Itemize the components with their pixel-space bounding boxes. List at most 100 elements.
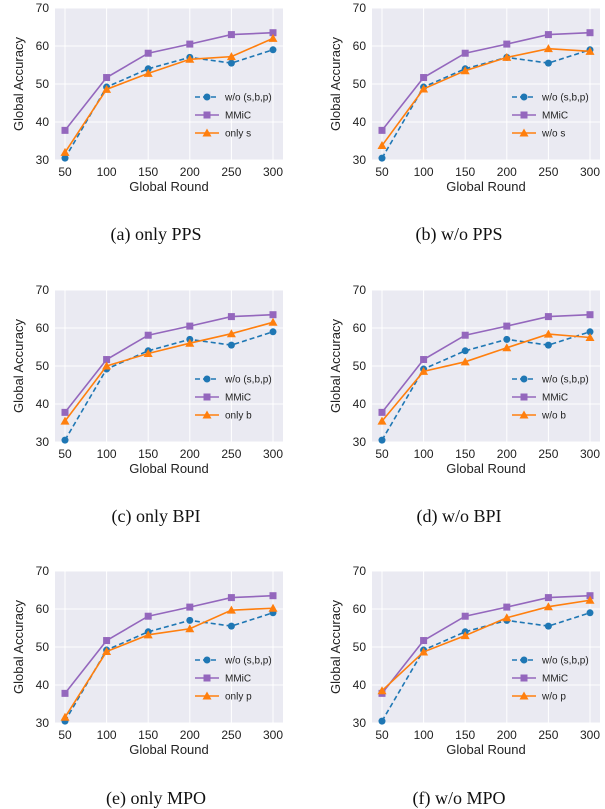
data-point: [143, 68, 153, 77]
data-point: [461, 347, 469, 355]
legend-label: w/o b: [541, 411, 566, 422]
data-point: [377, 141, 387, 150]
y-tick-label: 70: [36, 283, 50, 297]
data-point: [503, 603, 511, 611]
data-point: [520, 656, 528, 664]
legend-label: MMiC: [225, 674, 251, 685]
data-point: [268, 33, 278, 42]
y-tick-label: 50: [353, 359, 367, 373]
data-point: [143, 630, 153, 639]
x-tick-label: 200: [180, 165, 200, 179]
data-point: [227, 59, 235, 67]
data-point: [202, 691, 212, 700]
legend-label: w/o (s,b,p): [224, 375, 272, 386]
series-line: [64, 607, 274, 718]
data-point: [227, 313, 235, 321]
data-point: [203, 375, 211, 383]
x-tick-label: 50: [375, 447, 389, 461]
data-point: [202, 410, 212, 419]
x-tick-label: 200: [180, 728, 200, 742]
x-tick-label: 300: [580, 447, 600, 461]
data-point: [60, 416, 70, 425]
data-point: [420, 74, 428, 82]
data-point: [60, 712, 70, 721]
legend: w/o (s,b,p) MMiC w/o s: [512, 93, 589, 140]
series-line: [381, 333, 591, 422]
data-point: [60, 147, 70, 156]
subplot-f: 30 40 50 60 70 50 100 150 200 250 300 Global Round G…: [328, 564, 600, 757]
data-point: [543, 329, 553, 338]
data-point: [586, 592, 594, 600]
data-point: [460, 66, 470, 75]
y-tick-label: 60: [353, 602, 367, 616]
data-point: [186, 40, 194, 48]
series-line: [64, 331, 274, 441]
x-axis-label: Global Round: [129, 179, 209, 194]
x-tick-label: 50: [375, 728, 389, 742]
data-point: [102, 84, 112, 93]
data-point: [185, 338, 195, 347]
data-point: [586, 311, 594, 319]
y-tick-label: 30: [353, 435, 367, 449]
data-point: [520, 375, 528, 383]
data-point: [544, 622, 552, 630]
data-point: [269, 29, 277, 37]
data-point: [461, 331, 469, 339]
legend-label: w/o (s,b,p): [541, 375, 589, 386]
data-point: [203, 111, 211, 119]
y-tick-label: 30: [353, 716, 367, 730]
legend-label: only p: [225, 692, 252, 703]
series-line: [64, 313, 274, 413]
legend-label: w/o (s,b,p): [224, 656, 272, 667]
y-tick-label: 60: [353, 321, 367, 335]
series-line: [381, 594, 591, 694]
data-point: [519, 691, 529, 700]
series-3: [60, 603, 278, 721]
y-tick-label: 70: [36, 564, 50, 578]
data-point: [144, 49, 152, 57]
data-point: [227, 594, 235, 602]
x-tick-label: 100: [414, 447, 434, 461]
data-point: [227, 622, 235, 630]
y-tick-label: 50: [36, 640, 50, 654]
data-point: [186, 603, 194, 611]
data-point: [544, 59, 552, 67]
x-tick-label: 150: [138, 728, 158, 742]
subplot-caption: (b) w/o PPS: [415, 224, 502, 245]
y-tick-label: 30: [36, 716, 50, 730]
x-tick-label: 300: [263, 728, 283, 742]
y-tick-label: 40: [36, 678, 50, 692]
y-tick-label: 30: [36, 435, 50, 449]
y-tick-label: 60: [353, 39, 367, 53]
x-tick-label: 250: [221, 165, 241, 179]
x-axis-label: Global Round: [129, 742, 209, 757]
data-point: [144, 65, 152, 73]
data-point: [503, 335, 511, 343]
series-3: [377, 595, 595, 695]
data-point: [186, 616, 194, 624]
data-point: [585, 595, 595, 604]
x-tick-label: 100: [97, 728, 117, 742]
y-tick-label: 70: [353, 283, 367, 297]
x-tick-label: 300: [580, 728, 600, 742]
legend-label: MMiC: [225, 393, 251, 404]
y-axis-label: Global Accuracy: [11, 37, 26, 131]
data-point: [268, 317, 278, 326]
data-point: [544, 313, 552, 321]
series-line: [64, 37, 274, 153]
x-tick-label: 50: [58, 728, 72, 742]
data-point: [103, 74, 111, 82]
x-tick-label: 100: [97, 165, 117, 179]
data-point: [61, 689, 69, 697]
data-point: [203, 674, 211, 682]
series-3: [60, 33, 278, 156]
legend-label: MMiC: [542, 393, 568, 404]
y-tick-label: 30: [36, 153, 50, 167]
y-axis-label: Global Accuracy: [11, 319, 26, 413]
y-axis-label: Global Accuracy: [11, 600, 26, 694]
legend: w/o (s,b,p) MMiC only p: [195, 656, 272, 703]
legend-label: only s: [225, 129, 251, 140]
data-point: [268, 603, 278, 612]
data-point: [419, 366, 429, 375]
